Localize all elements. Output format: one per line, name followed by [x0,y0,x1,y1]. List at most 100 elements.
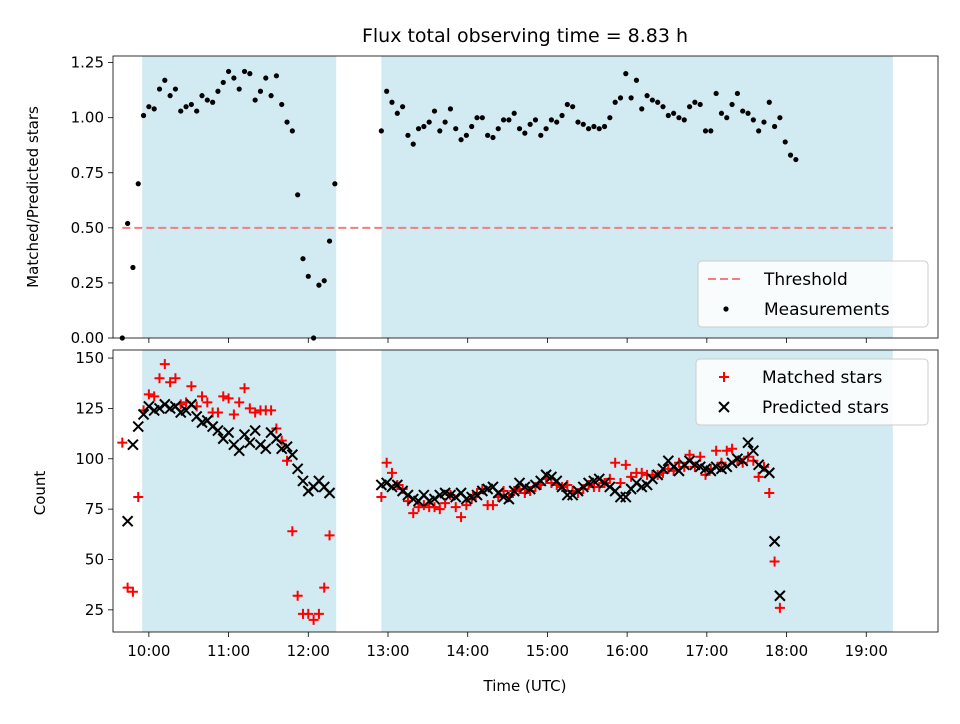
measurement-point [300,256,306,262]
predicted-star-point [297,475,309,487]
predicted-star-point [747,445,760,457]
legend-matched-swatch [719,372,729,382]
matched-star-point [711,445,722,456]
measurement-point [442,119,448,125]
measurement-point [575,119,581,125]
predicted-star-point [212,424,224,437]
matched-star-point [610,457,621,468]
measurement-point [188,101,194,108]
measurement-point [183,104,189,110]
legend-measurement-swatch [723,306,729,312]
predicted-star-point [249,424,261,437]
measurement-point [140,112,147,119]
x-tick-label: 10:00 [127,642,170,660]
measurement-point [586,126,592,132]
matched-star-point [186,381,197,392]
measurement-point [458,137,464,143]
matched-star-point [487,500,498,511]
matched-star-point [244,403,255,414]
measurement-point [506,117,512,123]
measurement-point [591,123,597,130]
measurement-point [511,110,517,116]
predicted-star-point [323,487,336,499]
measurement-point [415,126,422,132]
measurement-point [146,104,152,110]
matched-star-point [626,471,637,482]
chart-title: Flux total observing time = 8.83 h [362,25,688,47]
predicted-star-point [768,535,781,548]
measurement-point [671,110,677,116]
measurement-point [225,68,232,75]
y-tick-label: 100 [75,450,104,468]
measurement-point [332,181,338,187]
measurement-point [305,273,311,279]
measurement-point [777,115,783,121]
count-panel: 25 50 75 100 125 150 10:00 11:00 12:00 13:00 14:00… [75,349,939,660]
measurement-point [766,99,772,105]
measurement-point [156,86,163,92]
measurement-point [421,123,427,130]
matched-star-point [450,502,461,513]
measurement-point [681,117,687,123]
measurement-point [756,128,762,134]
predicted-star-point [260,442,272,455]
measurement-point [400,104,406,110]
matched-star-point [440,498,451,509]
measurement-point [394,110,400,116]
y-tick-label: 150 [75,349,104,367]
matched-star-point [287,526,298,537]
measurement-point [210,99,216,105]
predicted-star-point [742,436,754,449]
x-tick-label: 17:00 [685,642,728,660]
measurement-point [708,128,714,134]
matched-star-point [727,443,738,454]
measurement-point [135,181,141,187]
measurement-point [596,126,602,132]
measurement-point [601,123,608,130]
measurement-point [538,132,544,138]
measurement-point [607,115,613,121]
matched-star-point [769,556,780,567]
measurement-point [453,126,459,132]
matched-star-point [413,502,424,513]
x-tick-label: 15:00 [526,642,569,660]
measurement-point [295,192,301,198]
matched-star-point [408,508,419,519]
matched-star-point [434,504,445,515]
predicted-star-point [286,449,299,461]
matched-star-point [133,492,144,503]
predicted-star-point [774,590,786,602]
matched-star-point [429,502,440,513]
predicted-star-point [132,420,144,433]
x-axis-label: Time (UTC) [483,677,567,695]
measurement-point [151,106,157,112]
y-tick-label: 0.00 [71,329,104,347]
measurement-point [495,126,501,132]
predicted-star-point [238,428,251,441]
matched-star-point [753,471,764,482]
measurement-point [740,108,746,114]
y-tick-label: 25 [85,601,104,619]
matched-star-point [122,582,133,593]
measurement-point [194,108,200,114]
y-tick-label: 0.75 [71,164,104,182]
measurement-point [326,238,333,244]
observing-band [142,56,337,338]
matched-star-point [636,467,647,478]
matched-star-point [212,407,223,418]
measurement-point [204,97,210,103]
matched-star-point [282,455,293,466]
measurement-point [247,71,253,77]
measurement-point [570,104,576,110]
measurement-point [384,88,390,94]
measurement-point [724,115,730,121]
measurement-point [665,112,671,119]
measurement-point [522,130,528,136]
ratio-y-axis-label: Matched/Predicted stars [24,106,42,288]
measurement-point [316,282,322,288]
measurement-point [431,108,438,114]
predicted-star-point [244,436,256,449]
matched-star-point [149,391,160,402]
measurement-point [167,93,173,99]
legend-box [697,260,929,328]
